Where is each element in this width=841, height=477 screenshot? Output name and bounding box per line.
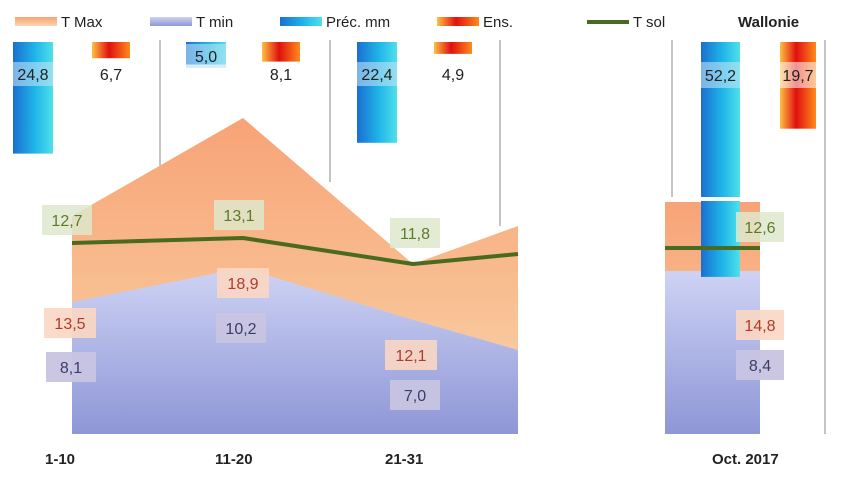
tsol-value-label-box xyxy=(214,200,264,230)
category-axis: 1-10 11-20 21-31 Oct. 2017 xyxy=(45,451,779,468)
sunshine-total-label: 19,7 xyxy=(782,68,813,85)
precip-bar xyxy=(357,42,397,143)
tsol-value-label-box xyxy=(390,218,440,248)
chart-legend: T Max T min Préc. mm Ens. T sol Wallonie xyxy=(15,14,799,31)
precip-value-label: 5,0 xyxy=(195,49,217,66)
tmin-value-label-box xyxy=(46,352,96,382)
legend-swatch xyxy=(437,17,479,26)
sunshine-value-label: 4,9 xyxy=(442,67,464,84)
tmax-total-label: 14,8 xyxy=(744,318,775,335)
tmax-total-label-box xyxy=(736,310,784,340)
category-label: 21-31 xyxy=(385,451,423,468)
legend-swatch xyxy=(15,17,57,26)
tmax-value-label-box xyxy=(44,308,96,338)
sunshine-value-label-box xyxy=(262,62,300,86)
sunshine-value-label-box xyxy=(434,62,472,86)
tsol-value-label: 13,1 xyxy=(223,208,254,225)
category-label: 11-20 xyxy=(215,451,253,468)
sunshine-value-label: 8,1 xyxy=(270,67,292,84)
tmin-value-label: 7,0 xyxy=(404,388,426,405)
soil-temp-line xyxy=(71,236,760,266)
tsol-value-label: 12,7 xyxy=(51,213,82,230)
precip-total-label: 52,2 xyxy=(705,68,736,85)
precip-value-label: 22,4 xyxy=(361,67,392,84)
sunshine-total-label-box xyxy=(780,62,816,88)
precip-value-label-box xyxy=(357,62,397,86)
precip-bar xyxy=(13,42,53,154)
precip-value-label-box xyxy=(186,44,226,68)
legend-swatch xyxy=(150,17,192,26)
legend-item-label: T min xyxy=(196,14,233,31)
legend-swatch xyxy=(280,17,322,26)
precip-total-gap xyxy=(699,197,742,201)
legend-item-label: T sol xyxy=(633,14,665,31)
precip-value-label-box xyxy=(13,62,53,86)
tmax-value-label: 18,9 xyxy=(227,276,258,293)
tmin-value-label-box xyxy=(216,313,266,343)
sunshine-bar xyxy=(262,42,300,62)
tsol-series-line xyxy=(71,236,519,266)
tmax-value-label-box xyxy=(217,268,269,298)
category-label: 1-10 xyxy=(45,451,75,468)
legend-item-label: T Max xyxy=(61,14,103,31)
precip-total-label-box xyxy=(701,62,740,88)
category-label: Oct. 2017 xyxy=(712,451,779,468)
tmin-value-label: 10,2 xyxy=(225,321,256,338)
legend-item-label: Ens. xyxy=(483,14,513,31)
tmax-value-label: 13,5 xyxy=(54,316,85,333)
tmin-value-label-box xyxy=(390,380,440,410)
sunshine-value-label: 6,7 xyxy=(100,67,122,84)
tmin-total-label: 8,4 xyxy=(749,358,771,375)
tsol-value-label: 11,8 xyxy=(400,226,430,243)
data-labels: 24,8 5,0 22,4 6,7 8,1 4,9 52,2 19,7 12,7 13,1 11,8… xyxy=(13,44,816,410)
tsol-total-label-box xyxy=(736,212,784,242)
tmax-value-label-box xyxy=(385,340,437,370)
tmin-total-label-box xyxy=(736,350,784,380)
sunshine-bar xyxy=(92,42,130,59)
sunshine-value-label-box xyxy=(92,62,130,86)
tmin-value-label: 8,1 xyxy=(60,360,82,377)
tmax-value-label: 12,1 xyxy=(395,348,426,365)
precip-value-label: 24,8 xyxy=(17,67,48,84)
tsol-total-label: 12,6 xyxy=(744,220,775,237)
sunshine-bar xyxy=(434,42,472,54)
tsol-value-label-box xyxy=(42,205,92,235)
region-label: Wallonie xyxy=(738,14,799,31)
legend-item-label: Préc. mm xyxy=(326,14,390,31)
period-separators xyxy=(159,40,826,434)
